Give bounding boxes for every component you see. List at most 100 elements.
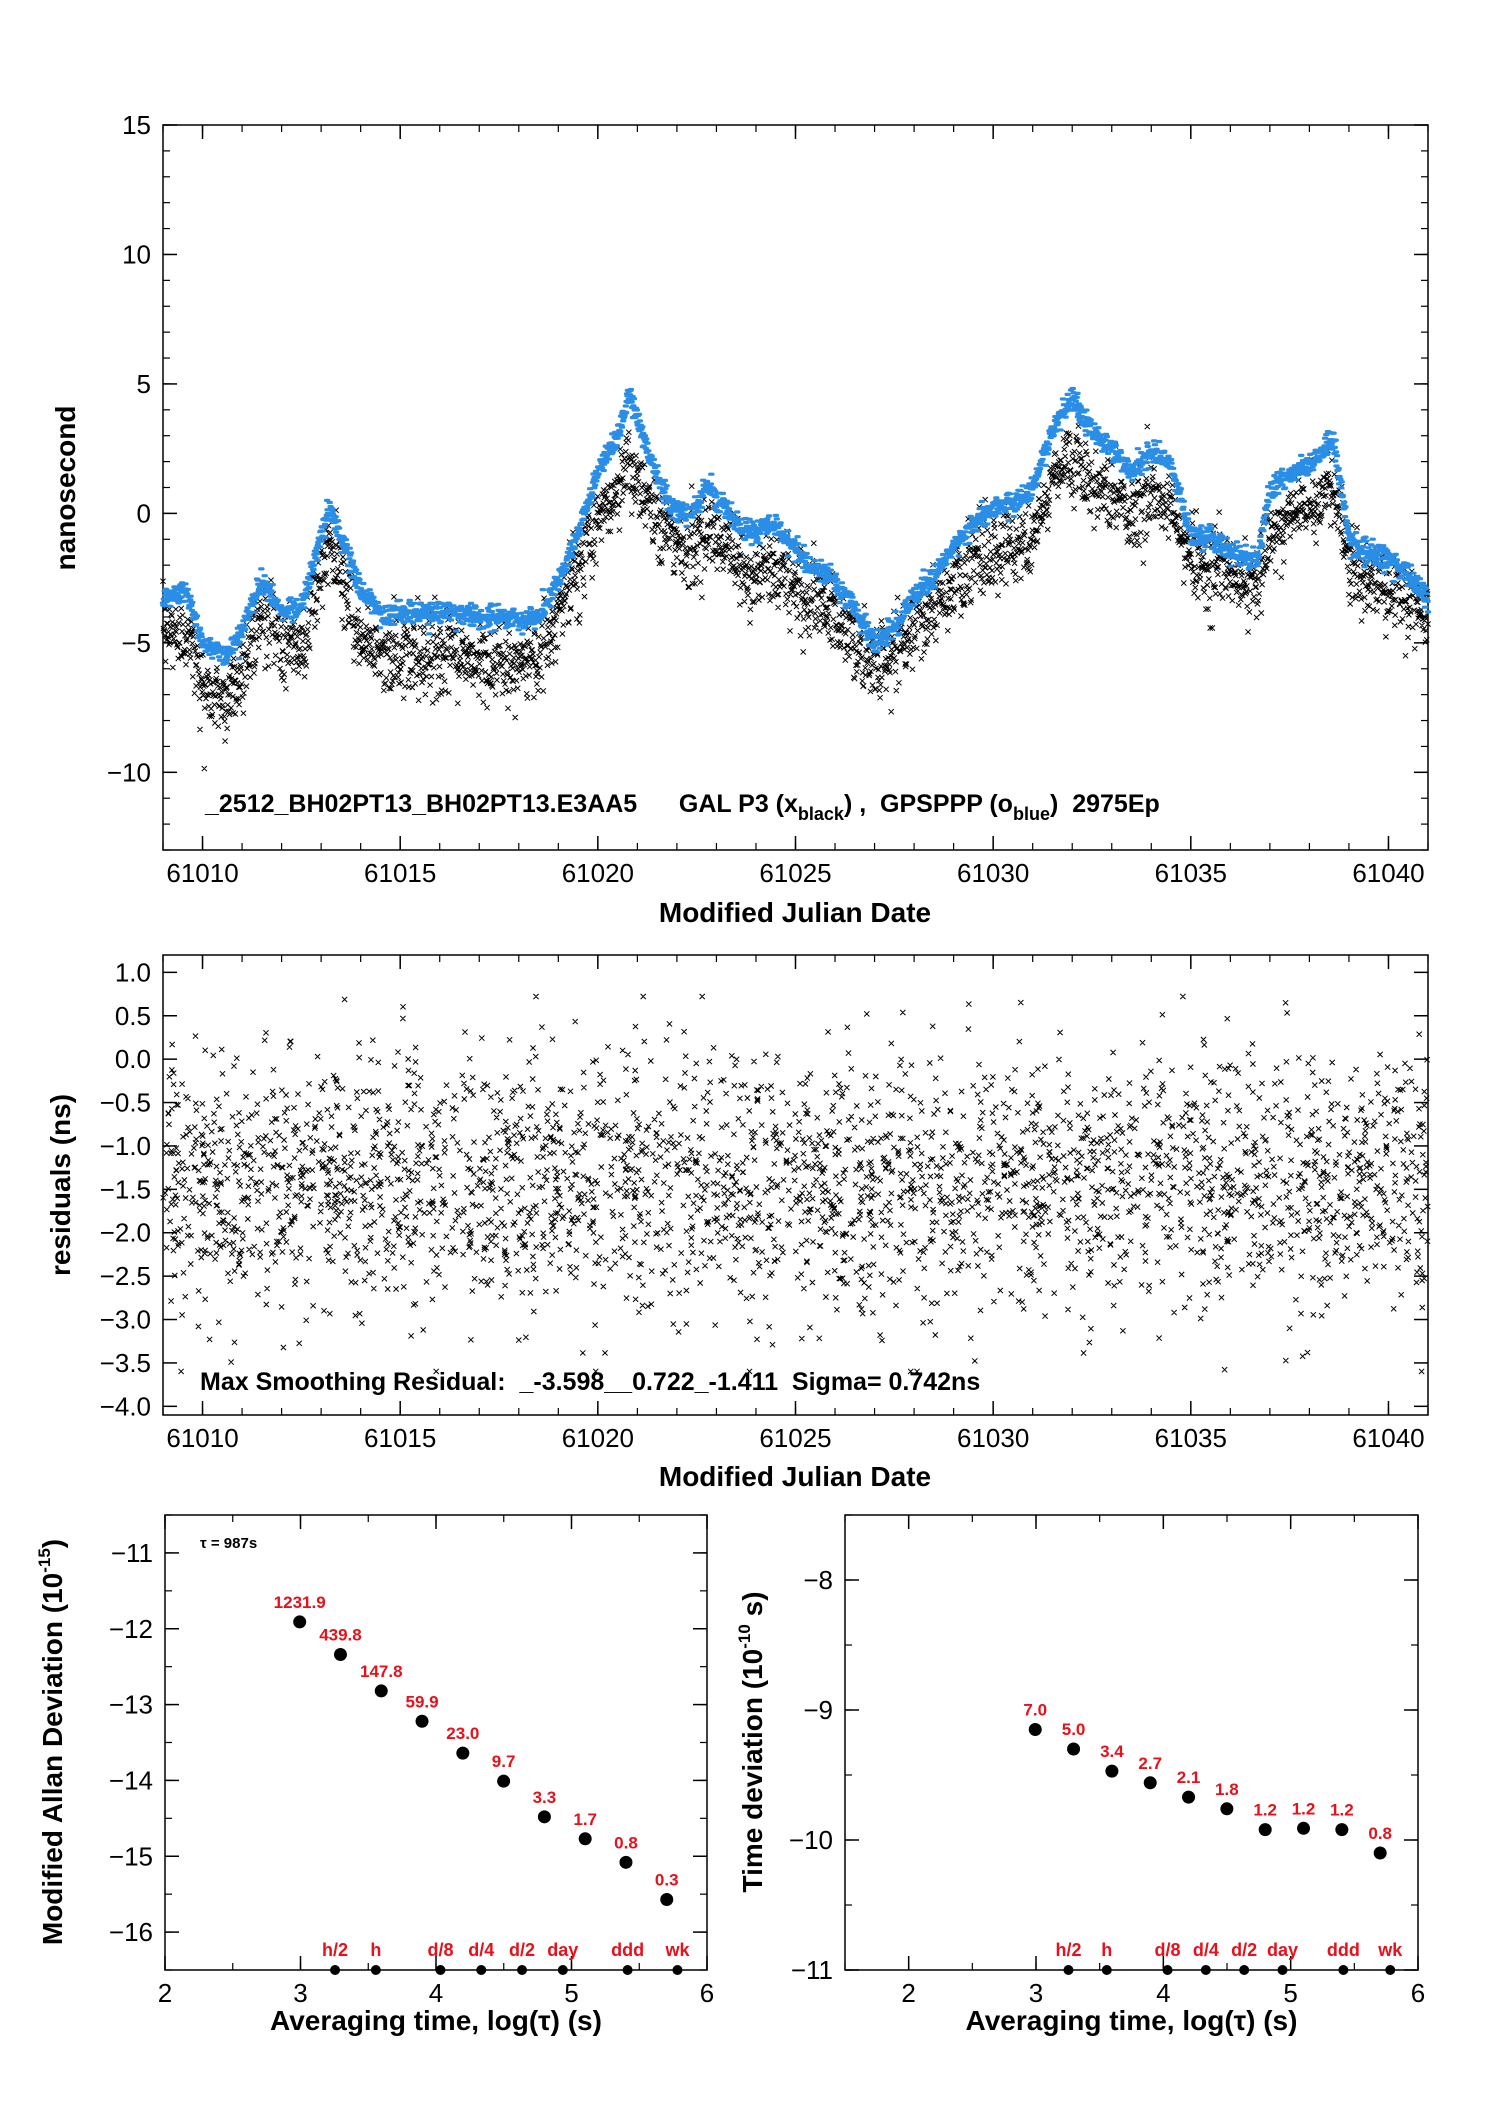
data-point-label: 1.8 (1215, 1780, 1239, 1799)
data-point-label: 2.7 (1138, 1754, 1162, 1773)
data-point (1220, 1802, 1234, 1816)
timescale-marker (1162, 1965, 1173, 1975)
y-axis-title: residuals (ns) (45, 1094, 76, 1276)
x-tick-label: 5 (1283, 1978, 1297, 2008)
y-tick-label: −10 (789, 1825, 833, 1855)
data-point-label: 2.1 (1177, 1768, 1201, 1787)
x-axis-title: Averaging time, log(τ) (s) (966, 2005, 1298, 2036)
y-axis-title: nanosecond (50, 406, 81, 571)
data-point-label: 1.2 (1330, 1801, 1354, 1820)
x-tick-label: 61015 (364, 1423, 436, 1453)
data-point-label: 5.0 (1062, 1720, 1086, 1739)
residual-annotation: Max Smoothing Residual: _-3.598__0.722_-… (200, 1368, 980, 1396)
timescale-marker-label: d/2 (1231, 1940, 1257, 1960)
data-point-label: 0.8 (614, 1833, 638, 1852)
x-tick-label: 61035 (1155, 858, 1227, 888)
timescale-marker-label: h/2 (322, 1940, 348, 1960)
x-tick-label: 2 (158, 1978, 172, 2008)
x-axis-title: Modified Julian Date (659, 1461, 931, 1492)
y-tick-label: −10 (107, 757, 151, 787)
data-point-label: 0.3 (655, 1870, 679, 1889)
timescale-marker (435, 1965, 446, 1975)
x-tick-label: 3 (1029, 1978, 1043, 2008)
timescale-marker-label: h (370, 1940, 381, 1960)
timescale-marker-label: h/2 (1055, 1940, 1081, 1960)
data-point-label: 0.8 (1368, 1824, 1392, 1843)
timescale-marker (1385, 1965, 1396, 1975)
data-point-label: 59.9 (405, 1692, 438, 1711)
x-tick-label: 61040 (1352, 858, 1424, 888)
x-tick-label: 4 (429, 1978, 443, 2008)
y-tick-label: 5 (137, 369, 151, 399)
x-axis-title: Modified Julian Date (659, 897, 931, 928)
x-tick-label: 61010 (166, 858, 238, 888)
data-point (1297, 1821, 1311, 1835)
plot-frame (162, 954, 1429, 1416)
timescale-marker-label: ddd (611, 1940, 644, 1960)
chart-modified-allan-deviation: 2 3 4 5 6 −11 −12 −13 −14 −15 −16 1231.9 439.8 147.85… (35, 1514, 714, 2036)
data-point-label: 7.0 (1023, 1701, 1047, 1720)
data-point-label: 3.3 (533, 1788, 557, 1807)
tau-note: τ = 987s (200, 1535, 257, 1552)
data-point (333, 1648, 347, 1662)
data-point (293, 1615, 307, 1629)
timescale-marker (1200, 1965, 1211, 1975)
x-tick-label: 3 (293, 1978, 307, 2008)
y-tick-label: 15 (122, 110, 151, 140)
data-points-blue (159, 386, 1432, 666)
y-tick-label: 1.0 (115, 957, 151, 987)
data-point (415, 1714, 429, 1728)
timescale-marker (1101, 1965, 1112, 1975)
chart-time-deviation: 2 3 4 5 6 −8 −9 −10 −11 7.0 5.0 3.4 2.7 2.1 1.8 1.2 1.2 1… (735, 1514, 1425, 2036)
timescale-marker (1239, 1965, 1250, 1975)
data-point (660, 1892, 674, 1906)
x-tick-label: 61025 (759, 1423, 831, 1453)
timescale-marker (557, 1965, 568, 1975)
data-point (619, 1855, 633, 1869)
timescale-marker-label: ddd (1327, 1940, 1360, 1960)
data-point (1067, 1742, 1081, 1756)
timescale-marker-label: d/4 (1193, 1940, 1219, 1960)
timescale-marker (517, 1965, 528, 1975)
x-tick-label: 61030 (957, 858, 1029, 888)
data-point (1105, 1764, 1119, 1778)
x-tick-label: 61020 (562, 1423, 634, 1453)
data-point (578, 1832, 592, 1846)
y-axis-title: Modified Allan Deviation (10-15) (35, 1539, 68, 1945)
timescale-marker (1063, 1965, 1074, 1975)
x-tick-label: 61035 (1155, 1423, 1227, 1453)
data-point (1028, 1723, 1042, 1736)
data-point-label: 3.4 (1100, 1742, 1124, 1761)
plot-frame (844, 1514, 1419, 1971)
timescale-marker (476, 1965, 487, 1975)
y-tick-label: −11 (791, 1955, 833, 1985)
x-tick-label: 61040 (1352, 1423, 1424, 1453)
timescale-marker (330, 1965, 341, 1975)
x-tick-label: 61015 (364, 858, 436, 888)
y-tick-label: −9 (803, 1695, 833, 1725)
y-tick-label: −8 (803, 1565, 833, 1595)
data-point (1182, 1790, 1196, 1804)
plot-frame (164, 1514, 708, 1971)
data-point (537, 1810, 551, 1824)
y-tick-label: −2.0 (100, 1218, 151, 1248)
y-tick-label: −1.5 (100, 1174, 151, 1204)
data-point-label: 147.8 (360, 1662, 403, 1681)
y-tick-label: 0 (137, 498, 151, 528)
x-tick-label: 4 (1156, 1978, 1170, 2008)
timescale-marker-label: wk (664, 1940, 690, 1960)
data-point (1258, 1823, 1272, 1837)
data-point (1335, 1823, 1349, 1837)
y-tick-label: −2.5 (100, 1261, 151, 1291)
timescale-marker (1277, 1965, 1288, 1975)
chart-residuals: 61010 61015 61020 61025 61030 61035 61040 1.0 0.… (45, 954, 1431, 1492)
data-point-label: 439.8 (319, 1626, 362, 1645)
timescale-marker-label: d/4 (468, 1940, 494, 1960)
chart-annotation: _2512_BH02PT13_BH02PT13.E3AA5 GAL P3 (xb… (204, 790, 1160, 824)
y-tick-label: −12 (109, 1614, 153, 1644)
timescale-marker (622, 1965, 633, 1975)
data-points-x (160, 423, 1431, 772)
plot-frame (162, 124, 1429, 851)
x-tick-label: 6 (700, 1978, 714, 2008)
